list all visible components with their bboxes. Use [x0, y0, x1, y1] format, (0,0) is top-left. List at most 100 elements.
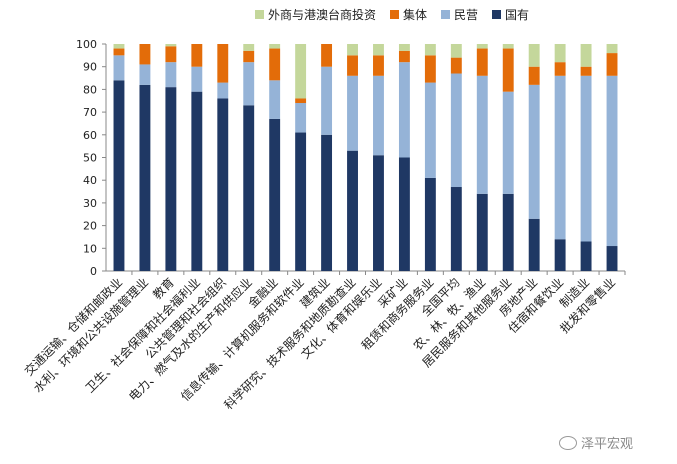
bar-segment [165, 62, 177, 88]
bar-segment [321, 66, 333, 135]
bar-segment [398, 157, 410, 271]
bar-segment [295, 98, 307, 104]
bar-segment [476, 193, 488, 271]
bar-segment [373, 55, 384, 76]
bar-segment [269, 118, 281, 271]
legend-label: 集体 [403, 8, 428, 22]
bar-segment [243, 50, 255, 63]
bar-segment [554, 239, 566, 271]
bar-segment [528, 44, 540, 67]
bar-segment [502, 48, 514, 92]
bar-segment [606, 75, 618, 247]
bar-segment [321, 134, 333, 271]
legend-item: 外商与港澳台商投资 [255, 6, 376, 23]
bar-segment [243, 44, 255, 51]
bar-segment [580, 75, 592, 242]
bar-segment [347, 150, 358, 271]
bar-segment [373, 75, 384, 156]
bar-segment [580, 44, 592, 67]
bar-segment [606, 44, 618, 54]
bar-segment [476, 44, 488, 49]
bar-segment [217, 44, 229, 83]
legend-swatch [492, 10, 502, 19]
watermark-text: 泽平宏观 [580, 437, 633, 452]
bar-segment [113, 80, 125, 271]
bar-segment [398, 62, 410, 158]
legend: 外商与港澳台商投资 集体 民营 国有 [255, 6, 529, 23]
y-tick-label: 0 [90, 265, 97, 278]
bar-segment [606, 246, 618, 271]
bar-segment [165, 46, 177, 63]
bar-segment [424, 177, 436, 271]
y-tick-label: 20 [83, 220, 97, 233]
y-tick-label: 50 [83, 152, 97, 165]
bar-segment [139, 64, 151, 85]
bar-segment [476, 48, 488, 76]
y-tick-label: 70 [83, 106, 97, 119]
bar-segment [450, 187, 462, 271]
bar-segment [113, 48, 125, 56]
bar-segment [243, 105, 255, 271]
bar-segment [373, 44, 384, 56]
bar-segment [113, 55, 125, 81]
y-tick-label: 60 [83, 129, 97, 142]
bar-segment [373, 155, 384, 271]
bar-segment [554, 62, 566, 76]
y-tick-label: 30 [83, 197, 97, 210]
wechat-icon [558, 435, 577, 450]
bar-segment [269, 44, 281, 49]
bar-segment [424, 82, 436, 178]
bar-segment [269, 80, 281, 119]
legend-item: 集体 [390, 6, 427, 23]
y-tick-label: 10 [83, 242, 97, 255]
bar-segment [269, 48, 281, 81]
bar-segment [347, 55, 358, 76]
bar-segment [450, 57, 462, 74]
bar-segment [502, 44, 514, 49]
bar-segment [528, 84, 540, 219]
legend-item: 国有 [492, 6, 529, 23]
bar-segment [217, 98, 229, 271]
bar-segment [165, 87, 177, 271]
bar-segment [450, 44, 462, 58]
legend-item: 民营 [441, 6, 478, 23]
bar-segment [347, 44, 358, 56]
y-tick-label: 80 [83, 83, 97, 96]
bar-segment [424, 55, 436, 83]
y-tick-label: 100 [76, 38, 97, 51]
bar-segment [295, 132, 307, 271]
bar-segment [243, 62, 255, 106]
bar-segment [217, 82, 229, 99]
legend-label: 民营 [454, 8, 479, 22]
bar-segment [398, 44, 410, 51]
bar-segment [554, 75, 566, 240]
bar-segment [113, 44, 125, 49]
bar-segment [191, 44, 203, 67]
legend-swatch [255, 10, 264, 19]
bar-segment [580, 241, 592, 271]
legend-label: 国有 [505, 8, 530, 22]
bar-segment [139, 44, 151, 65]
bar-segment [502, 91, 514, 194]
bar-segment [191, 91, 203, 271]
legend-swatch [441, 10, 451, 19]
bar-segment [347, 75, 358, 151]
y-tick-label: 90 [83, 61, 97, 74]
watermark: 泽平宏观 [558, 433, 633, 452]
bar-segment [502, 193, 514, 271]
bar-segment [424, 44, 436, 56]
bar-segment [321, 44, 333, 67]
bar-segment [528, 66, 540, 85]
bar-segment [295, 44, 307, 99]
legend-label: 外商与港澳台商投资 [268, 8, 377, 22]
y-tick-label: 40 [83, 174, 97, 187]
bar-segment [528, 218, 540, 271]
bar-segment [606, 53, 618, 76]
bar-segment [554, 44, 566, 63]
bar-segment [580, 66, 592, 76]
legend-swatch [390, 10, 400, 19]
bar-segment [139, 84, 151, 271]
bar-segment [295, 103, 307, 133]
bar-segment [398, 50, 410, 63]
